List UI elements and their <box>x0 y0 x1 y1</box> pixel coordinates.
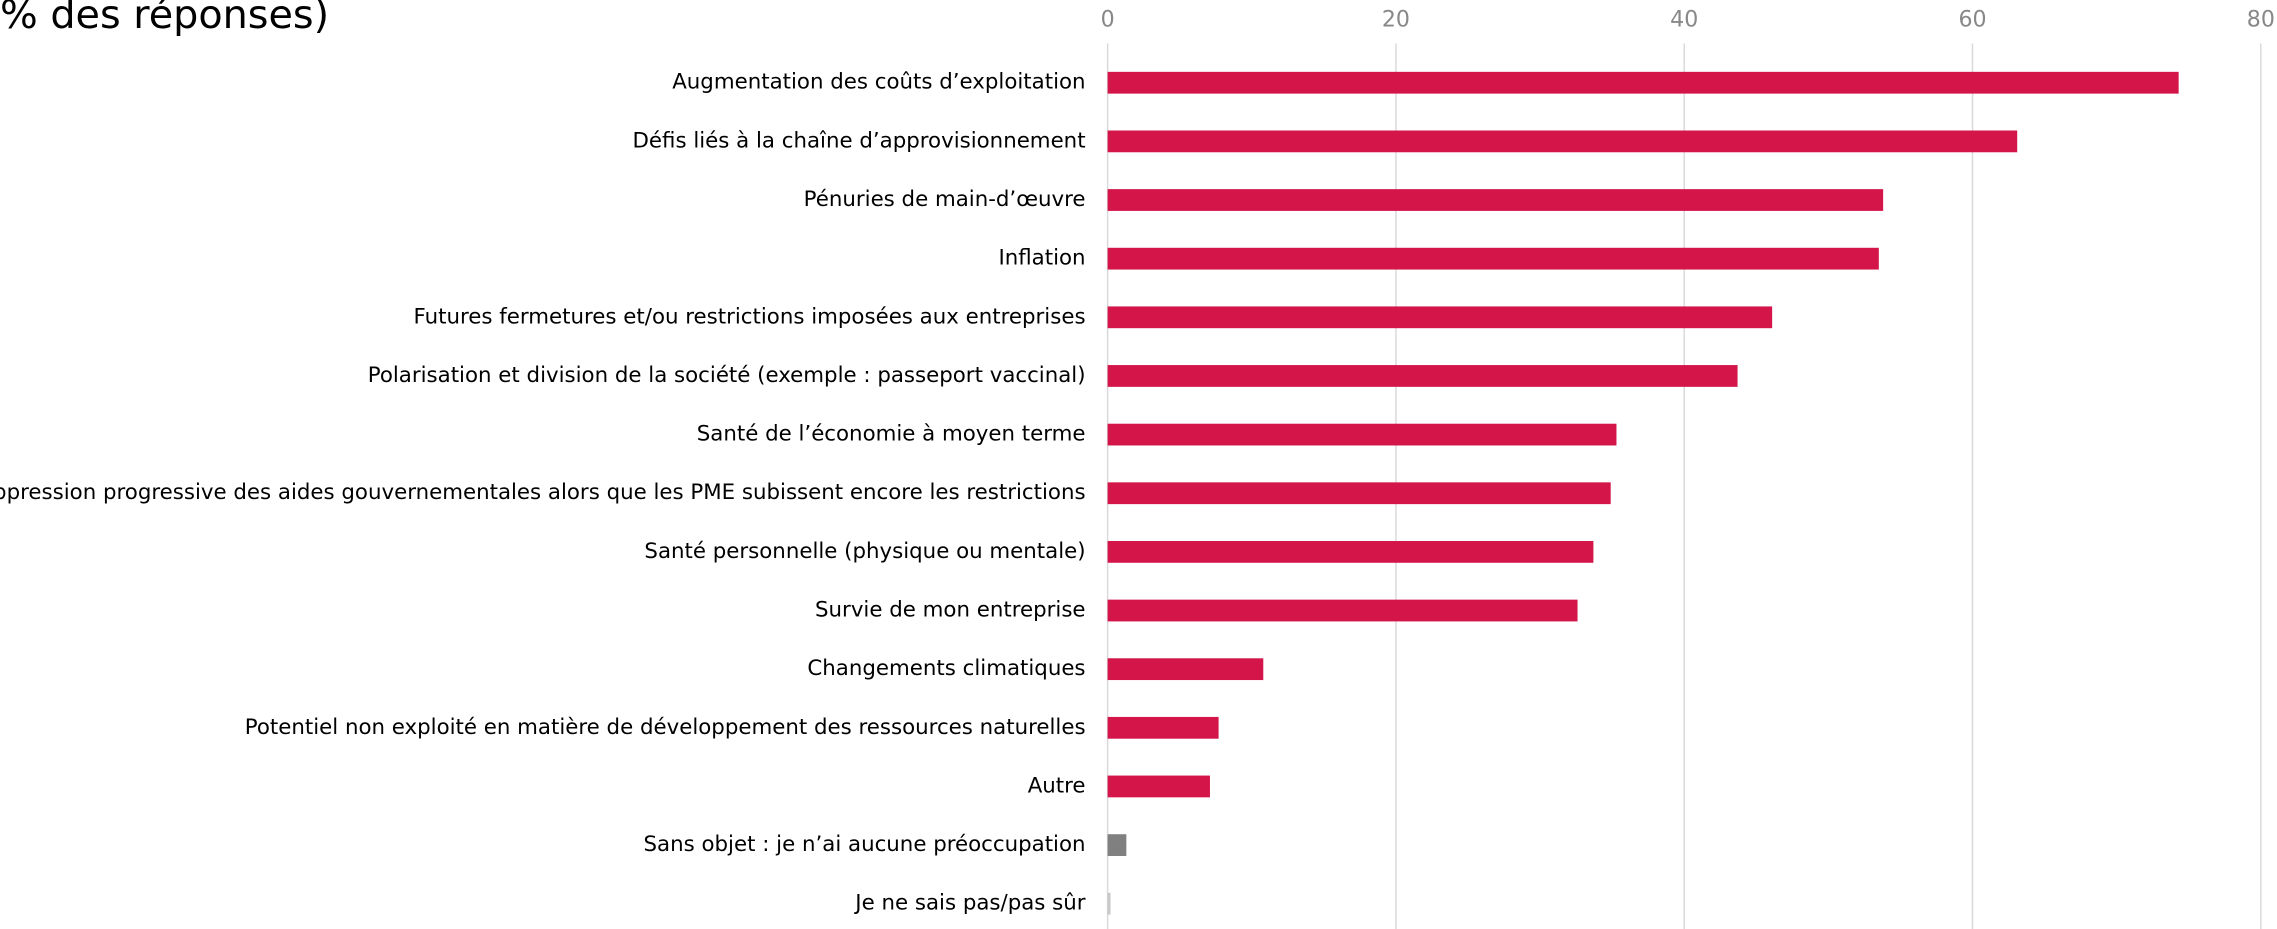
category-label: Suppression progressive des aides gouver… <box>0 479 1086 504</box>
category-label: Autre <box>1028 773 1086 798</box>
bar <box>1107 71 2179 94</box>
bar <box>1107 599 1578 622</box>
bar <box>1107 247 1879 270</box>
bar <box>1107 130 2018 153</box>
category-label: Potentiel non exploité en matière de dév… <box>245 714 1086 739</box>
category-label: Survie de mon entreprise <box>815 597 1086 622</box>
bar <box>1107 423 1617 446</box>
bar <box>1107 775 1210 798</box>
bar <box>1107 365 1738 387</box>
category-label: Sans objet : je n’ai aucune préoccupatio… <box>644 831 1086 856</box>
bar <box>1107 306 1773 329</box>
category-label: Polarisation et division de la société (… <box>368 362 1086 387</box>
category-label: Je ne sais pas/pas sûr <box>853 890 1086 915</box>
x-tick-label: 0 <box>1101 7 1115 32</box>
bar <box>1107 658 1264 681</box>
bar <box>1107 540 1594 563</box>
category-label: Inflation <box>998 245 1085 270</box>
bar <box>1107 482 1611 505</box>
bar <box>1107 716 1219 739</box>
category-label: Pénuries de main-d’œuvre <box>804 186 1086 211</box>
x-tick-label: 20 <box>1382 7 1410 32</box>
x-tick-label: 80 <box>2247 7 2275 32</box>
category-label: Changements climatiques <box>807 655 1085 680</box>
chart-title: % des réponses) <box>0 0 329 38</box>
category-label: Santé de l’économie à moyen terme <box>697 421 1086 446</box>
category-label: Augmentation des coûts d’exploitation <box>672 69 1085 94</box>
category-label: Futures fermetures et/ou restrictions im… <box>414 303 1086 328</box>
bar <box>1107 892 1111 915</box>
x-tick-label: 40 <box>1670 7 1698 32</box>
bar <box>1107 834 1127 856</box>
bar <box>1107 189 1884 211</box>
x-tick-label: 60 <box>1958 7 1986 32</box>
category-label: Défis liés à la chaîne d’approvisionneme… <box>632 127 1085 152</box>
category-label: Santé personnelle (physique ou mentale) <box>644 538 1085 563</box>
